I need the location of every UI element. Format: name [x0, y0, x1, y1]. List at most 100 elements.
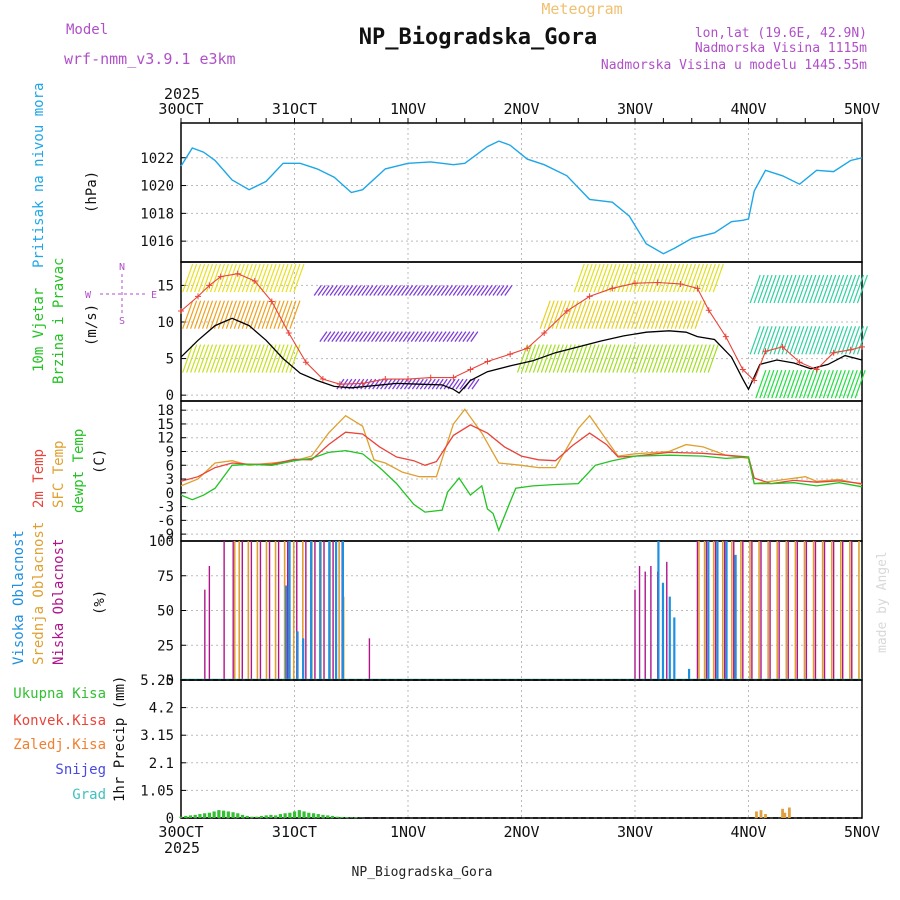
- wind-barb: [201, 263, 214, 293]
- wind-barb: [397, 285, 406, 296]
- wind-barb: [448, 285, 457, 296]
- wind-barb: [789, 274, 801, 304]
- wind-gust-marker: [705, 307, 712, 314]
- wind-barb: [261, 344, 273, 373]
- wind-barb: [182, 300, 194, 329]
- wind-barb: [605, 263, 617, 293]
- wind-barb: [645, 263, 657, 293]
- legend-conv: Konvek.Kisa: [13, 713, 106, 729]
- temperature-ytick-label: -6: [157, 513, 174, 529]
- wind-barb: [617, 263, 629, 293]
- wind-barb: [805, 274, 817, 304]
- wind-barb: [289, 263, 301, 293]
- wind-barb: [543, 300, 555, 329]
- precip-total-bar: [221, 810, 226, 818]
- precip-total-bar: [326, 815, 330, 818]
- wind-barb: [821, 326, 833, 355]
- wind-barb: [454, 331, 463, 342]
- wind-barb: [817, 326, 829, 355]
- wind-barb: [781, 326, 793, 355]
- wind-barb: [319, 331, 328, 342]
- wind-barb: [323, 331, 332, 342]
- wind-gust-marker: [319, 376, 326, 383]
- wind-barb: [455, 378, 464, 390]
- wind-barb: [382, 331, 391, 342]
- wind-barb: [822, 369, 834, 399]
- temperature-ytick-label: 6: [166, 458, 174, 474]
- wind-barb: [365, 285, 374, 296]
- wind-barb: [201, 344, 214, 373]
- wind-barb: [821, 274, 833, 304]
- wind-barb: [257, 344, 269, 373]
- wind-barb: [245, 263, 257, 293]
- wind-barb: [793, 326, 805, 355]
- wind-barb: [347, 331, 356, 342]
- wind-barb: [341, 285, 350, 296]
- wind-barb: [443, 378, 452, 390]
- wind-barb: [840, 326, 853, 355]
- wind-barb: [381, 285, 390, 296]
- precip-total-bar: [188, 815, 193, 818]
- wind-barb: [420, 285, 429, 296]
- wind-barb: [777, 326, 789, 355]
- wind-barb: [661, 263, 673, 293]
- wind-barb: [289, 300, 301, 329]
- precip-total-bar: [207, 812, 211, 818]
- wind-compass: N S W E: [85, 262, 157, 327]
- legend-total: Ukupna Kisa: [13, 686, 106, 702]
- precip-plot: 0 1.05 2.1 3.15 4.2 5.25: [140, 673, 863, 827]
- wind-barb: [229, 263, 241, 293]
- wind-barb: [424, 285, 433, 296]
- wind-barb: [791, 369, 803, 399]
- wind-ytick-label: 5: [166, 352, 174, 368]
- precip-total-bar: [250, 816, 254, 818]
- wind-barb: [217, 344, 229, 373]
- cloud-plot: 0 25 50 75 100: [149, 534, 863, 689]
- wind-gust-marker: [541, 329, 548, 336]
- wind-barb: [221, 300, 233, 329]
- wind-barb: [355, 331, 364, 342]
- wind-barb: [665, 263, 677, 293]
- pressure-ytick-label: 1016: [140, 234, 174, 250]
- wind-barb: [793, 274, 805, 304]
- wind-gust-marker: [195, 293, 202, 300]
- wind-barb: [687, 344, 699, 373]
- wind-barb: [393, 285, 402, 296]
- wind-barb: [769, 274, 781, 304]
- wind-barb: [648, 344, 660, 373]
- wind-barb: [197, 344, 210, 373]
- wind-barb: [452, 285, 461, 296]
- wind-barb: [595, 300, 607, 329]
- wind-barb: [653, 263, 665, 293]
- wind-barb: [712, 263, 724, 293]
- precip-ytick-label: 5.25: [140, 673, 174, 689]
- wind-barb: [682, 300, 694, 329]
- wind-barb: [221, 344, 233, 373]
- wind-barb: [627, 300, 639, 329]
- wind-barb: [432, 285, 441, 296]
- wind-barb: [480, 285, 489, 296]
- wind-barb: [418, 331, 427, 342]
- wind-gust-marker: [609, 285, 616, 292]
- wind-barb: [587, 300, 599, 329]
- wind-barb: [237, 263, 249, 293]
- wind-barb: [625, 263, 637, 293]
- precip-total-bar: [292, 811, 297, 818]
- wind-barb: [331, 331, 340, 342]
- precip-total-bar: [316, 814, 320, 818]
- wind-barb: [844, 326, 857, 355]
- temperature-panel: 2m Temp SFC Temp dewpt Temp (C): [31, 429, 108, 513]
- year-bottom: 2025: [164, 839, 200, 857]
- wind-barb: [460, 285, 469, 296]
- cloud-unit-label: (%): [92, 590, 108, 615]
- wind-barb: [773, 274, 785, 304]
- temperature-ytick-label: 15: [157, 417, 174, 433]
- wind-barb: [209, 263, 222, 293]
- wind-barb: [691, 344, 703, 373]
- wind-barb: [600, 344, 612, 373]
- wind-barb: [621, 263, 633, 293]
- wind-barb: [575, 300, 587, 329]
- precip-total-bar: [264, 815, 268, 818]
- wind-barb: [581, 263, 593, 293]
